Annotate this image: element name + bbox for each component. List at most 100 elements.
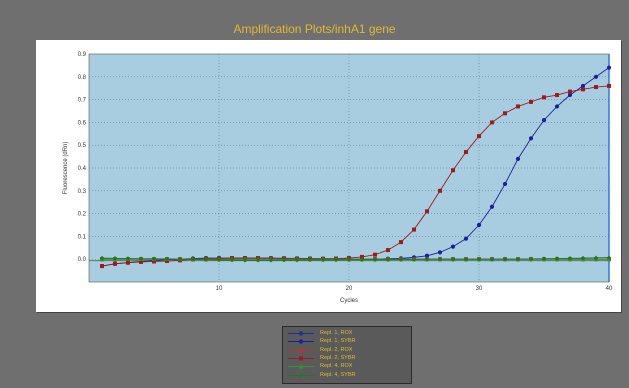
x-tick-label: 30	[476, 286, 483, 292]
legend-item: Repl. 4, SYBR	[286, 372, 408, 379]
data-point	[347, 257, 351, 262]
data-point	[555, 93, 559, 98]
data-point	[373, 252, 377, 257]
data-point	[425, 256, 429, 262]
data-point	[282, 257, 286, 263]
data-point	[139, 256, 143, 262]
data-point	[477, 134, 481, 139]
data-point	[438, 188, 442, 193]
data-point	[412, 227, 416, 232]
legend-swatch	[288, 364, 314, 369]
data-point	[502, 181, 508, 187]
data-point	[581, 87, 585, 92]
series-line	[101, 85, 610, 267]
data-point	[437, 250, 443, 255]
data-point	[191, 257, 195, 262]
data-point	[360, 257, 364, 262]
legend-label: Repl. 4, SYBR	[320, 371, 356, 378]
y-tick-label: 0.5	[78, 143, 87, 149]
data-point	[541, 118, 547, 123]
data-point	[450, 244, 456, 249]
series-line	[101, 257, 610, 261]
data-point	[567, 92, 573, 98]
data-point	[580, 83, 586, 89]
x-tick-label: 40	[606, 286, 613, 292]
data-point	[412, 257, 416, 262]
legend-swatch	[288, 339, 314, 344]
legend-swatch	[288, 356, 314, 361]
data-point	[126, 260, 130, 265]
y-tick-label: 0.8	[78, 75, 87, 81]
data-point	[269, 258, 273, 263]
data-point	[568, 255, 572, 261]
legend-item: Repl. 1, ROX	[286, 330, 408, 337]
data-point	[100, 255, 104, 261]
data-point	[555, 256, 559, 261]
legend-label: Repl. 4, ROX	[320, 363, 353, 370]
data-point	[490, 120, 494, 125]
x-tick-label: 20	[346, 286, 353, 292]
data-point	[126, 256, 130, 261]
data-point	[334, 257, 338, 263]
y-tick-label: 0.7	[78, 98, 87, 104]
data-point	[204, 257, 208, 262]
legend-label: Repl. 2, ROX	[320, 346, 353, 353]
data-point	[464, 150, 468, 155]
legend-item: Repl. 4, ROX	[286, 363, 408, 370]
legend-item: Repl. 2, SYBR	[286, 355, 408, 362]
data-point	[438, 256, 442, 262]
data-point	[463, 236, 469, 241]
data-point	[542, 256, 546, 262]
data-point	[528, 136, 534, 141]
data-point	[607, 83, 611, 88]
legend-label: Repl. 1, SYBR	[320, 338, 356, 345]
data-point	[424, 253, 430, 258]
plot-card: 0.0 0.1 0.2 0.3 0.4 0.5 0.6 0.7 0.8 0.9 10 20 30 40 Cy…	[36, 40, 621, 312]
data-point	[217, 257, 221, 263]
legend-swatch	[288, 348, 314, 353]
data-point	[425, 209, 429, 214]
y-tick-label: 0.4	[78, 166, 87, 172]
y-axis-label: Fluorescence (dRn)	[63, 142, 69, 195]
y-tick-label: 0.2	[78, 212, 87, 218]
data-point	[515, 156, 521, 161]
y-tick-label: 0.1	[78, 234, 87, 240]
data-point	[451, 256, 455, 262]
data-point	[594, 85, 598, 90]
data-point	[516, 256, 520, 262]
data-point	[100, 264, 104, 269]
data-point	[373, 257, 377, 262]
data-point	[386, 257, 390, 262]
data-point	[542, 95, 546, 100]
data-point	[321, 257, 325, 263]
x-tick-label: 10	[216, 286, 223, 292]
data-point	[178, 256, 182, 262]
legend-item: Repl. 2, ROX	[286, 347, 408, 354]
data-point	[529, 99, 533, 104]
y-tick-label: 0.6	[78, 120, 87, 126]
data-point	[230, 257, 234, 263]
data-point	[503, 111, 507, 116]
legend-item: Repl. 1, SYBR	[286, 338, 408, 345]
y-tick-label: 0.3	[78, 189, 87, 195]
data-point	[503, 256, 507, 262]
y-tick-label: 0.0	[78, 257, 87, 263]
data-point	[607, 255, 611, 260]
data-point	[113, 255, 117, 261]
legend-label: Repl. 2, SYBR	[320, 354, 356, 361]
legend-swatch	[288, 331, 314, 336]
data-point	[451, 168, 455, 173]
amplification-plot: 0.0 0.1 0.2 0.3 0.4 0.5 0.6 0.7 0.8 0.9 10 20 30 40 Cy…	[63, 52, 613, 304]
y-tick-label: 0.9	[78, 52, 87, 58]
legend: Repl. 1, ROX Repl. 1, SYBR Repl. 2, ROX Rep…	[282, 326, 412, 384]
data-point	[581, 255, 585, 261]
data-point	[554, 104, 560, 109]
legend-swatch	[288, 372, 314, 378]
data-point	[464, 256, 468, 262]
data-point	[399, 257, 403, 262]
data-point	[489, 204, 495, 209]
data-point	[593, 74, 599, 79]
legend-label: Repl. 1, ROX	[320, 330, 353, 336]
data-point	[606, 65, 612, 70]
